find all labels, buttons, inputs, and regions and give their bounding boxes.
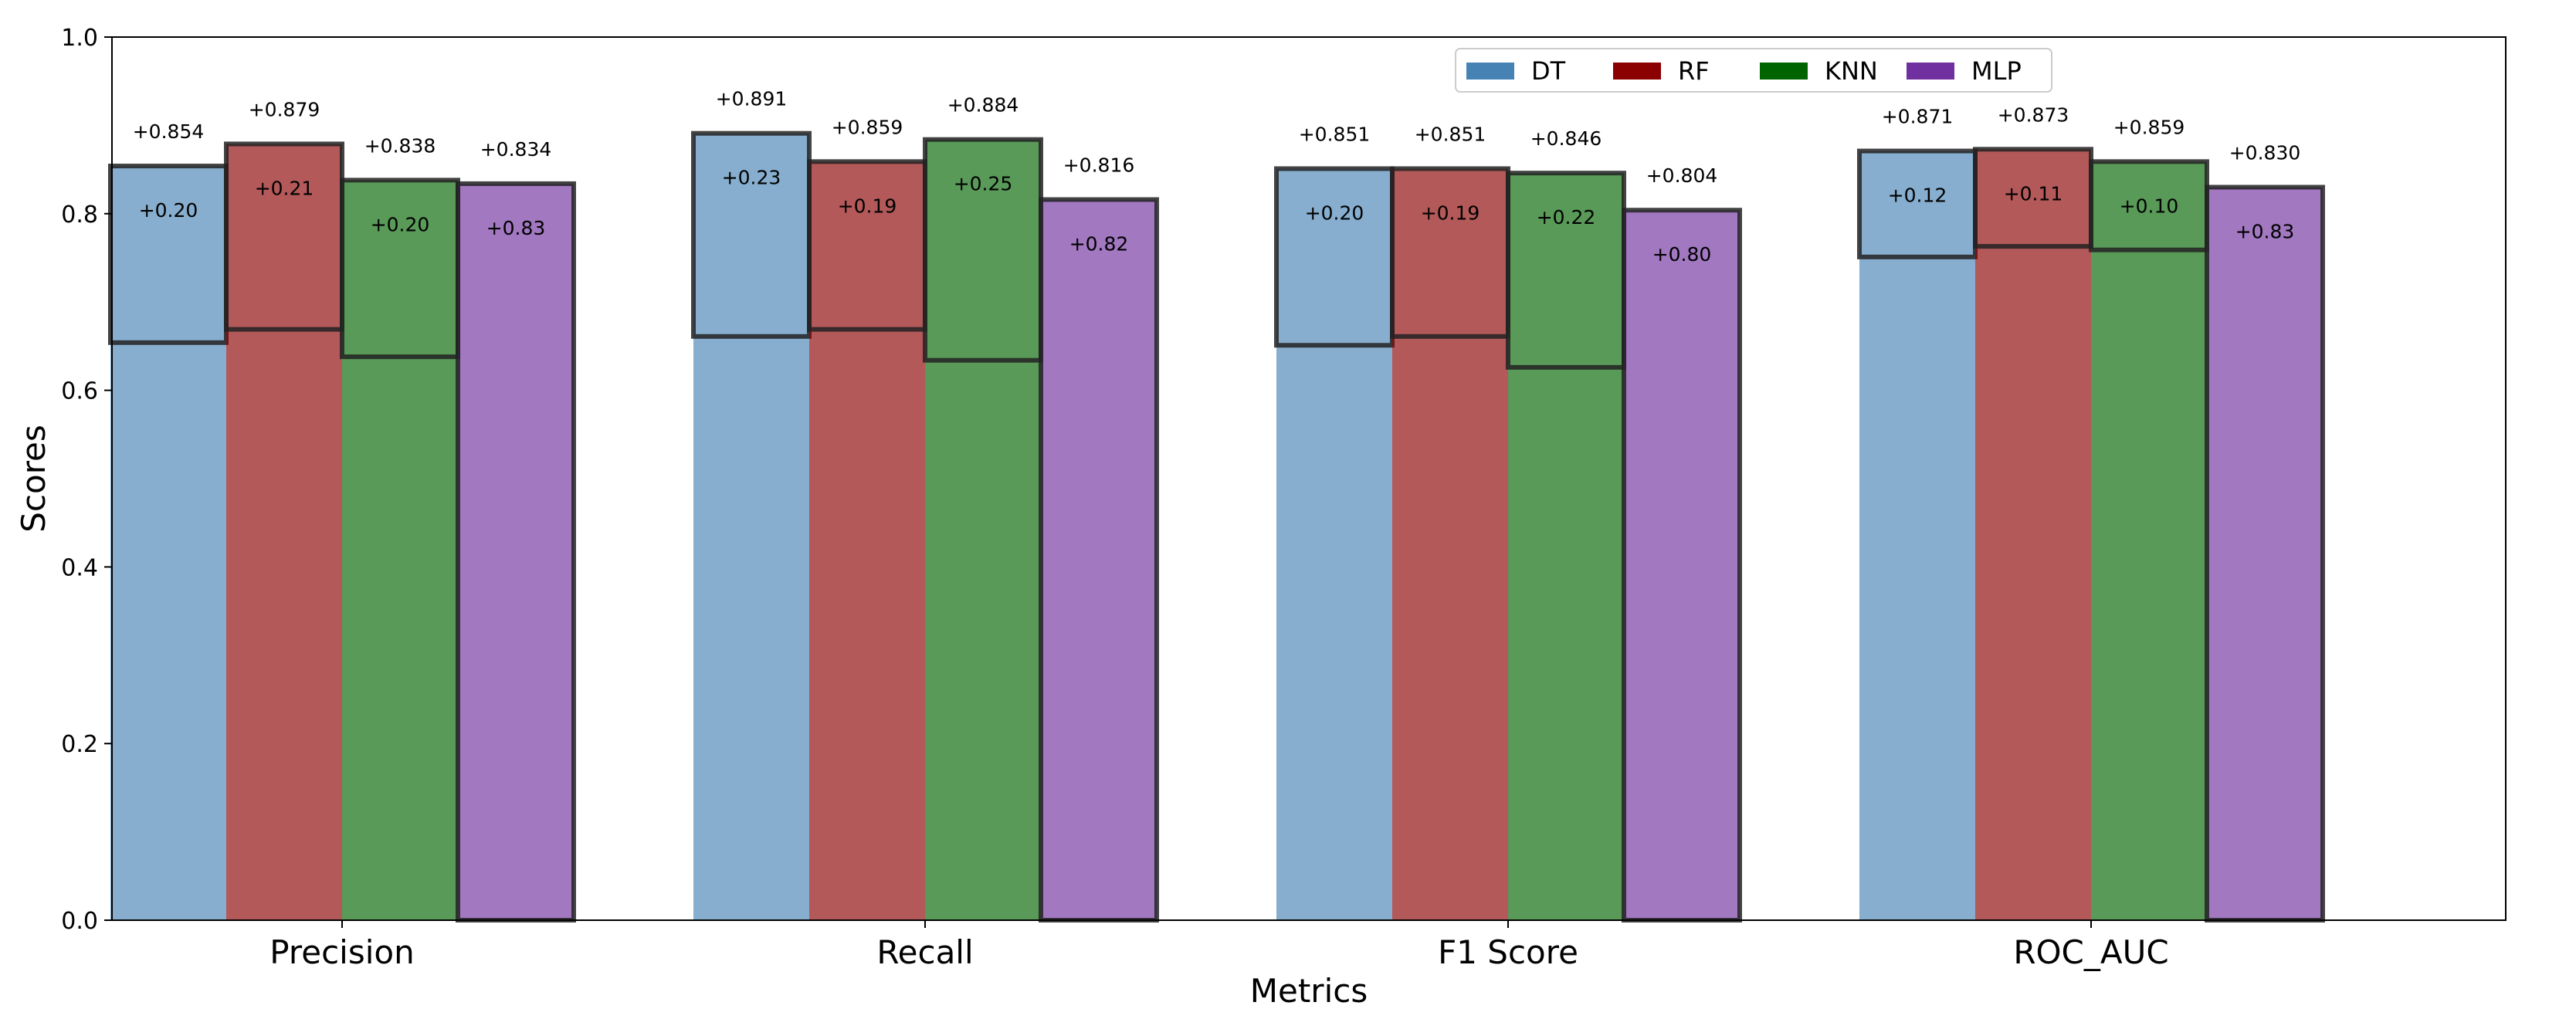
bar-mlp-2: [1624, 210, 1740, 920]
bar-dt-0: [110, 166, 226, 921]
legend-label-mlp: MLP: [1971, 56, 2022, 86]
bar-dt-3: [1859, 151, 1975, 921]
bar-top-label: +0.884: [947, 94, 1019, 117]
bar-top-label: +0.816: [1063, 154, 1135, 176]
bar-top-label: +0.859: [2113, 116, 2185, 138]
legend: DT RF KNN MLP: [1455, 48, 2052, 93]
bar-top-label: +0.804: [1646, 164, 1718, 187]
bar-inner-label: +0.19: [1421, 201, 1480, 224]
bar-top-label: +0.871: [1882, 106, 1954, 128]
bar-inner-label: +0.12: [1888, 185, 1947, 207]
bar-top-label: +0.873: [1998, 103, 2069, 126]
bar-mlp-3: [2207, 187, 2323, 921]
bar-rf-3: [1975, 149, 2091, 921]
legend-swatch-dt: [1466, 63, 1514, 80]
x-tick-label: F1 Score: [1438, 933, 1578, 971]
y-axis-title: Scores: [15, 425, 53, 533]
bar-top-label: +0.851: [1415, 123, 1486, 145]
x-tick-label: ROC_AUC: [2013, 933, 2168, 971]
bar-top-label: +0.838: [364, 134, 436, 157]
bar-dt-1: [693, 133, 809, 921]
bar-inner-label: +0.11: [2004, 182, 2063, 205]
bar-rf-2: [1392, 168, 1508, 920]
plot-frame: [111, 36, 2507, 921]
y-tick-label: 0.0: [61, 908, 98, 935]
bar-knn-0: [342, 180, 458, 920]
y-tick-label: 0.8: [61, 201, 98, 229]
bar-inner-label: +0.20: [139, 199, 198, 222]
bar-knn-3: [2091, 161, 2207, 920]
bar-top-label: +0.846: [1530, 127, 1602, 150]
legend-label-rf: RF: [1678, 56, 1710, 86]
bar-top-label: +0.834: [480, 138, 552, 161]
bar-inner-label: +0.19: [838, 195, 897, 217]
legend-frame: [1455, 48, 2052, 93]
bar-inner-label: +0.21: [255, 177, 314, 199]
bar-top-label: +0.854: [133, 120, 205, 143]
bar-top-label: +0.830: [2229, 141, 2301, 164]
bar-labels-layer: +0.854 +0.20 +0.891 +0.23 +0.851 +0.20 +0.871 +…: [133, 88, 2301, 266]
x-tick-label: Recall: [876, 933, 973, 971]
y-tick-label: 0.4: [61, 554, 98, 581]
bar-dt-2: [1276, 168, 1392, 920]
bar-inner-label: +0.23: [722, 167, 781, 189]
bar-inner-label: +0.10: [2120, 195, 2179, 217]
bar-inner-label: +0.20: [371, 213, 430, 235]
x-tick-label: Precision: [269, 933, 414, 971]
bar-top-label: +0.879: [249, 98, 320, 120]
y-tick-label: 0.2: [61, 731, 98, 758]
bar-top-label: +0.851: [1299, 123, 1371, 145]
bar-inner-label: +0.83: [486, 217, 546, 239]
bar-inner-label: +0.82: [1069, 232, 1129, 255]
legend-label-dt: DT: [1531, 56, 1566, 86]
bar-inner-label: +0.25: [954, 173, 1013, 195]
y-tick-label: 1.0: [61, 25, 98, 52]
bar-mlp-0: [458, 183, 574, 921]
bar-inner-label: +0.83: [2235, 220, 2295, 242]
bars-layer: [108, 130, 2325, 923]
legend-swatch-mlp: [1907, 63, 1954, 80]
bar-top-label: +0.859: [832, 116, 903, 138]
bar-rf-0: [226, 144, 342, 920]
legend-swatch-knn: [1760, 63, 1808, 80]
y-axis: 0.0 0.2 0.4 0.6 0.8 1.0: [61, 25, 112, 935]
y-tick-label: 0.6: [61, 378, 98, 405]
legend-swatch-rf: [1613, 63, 1661, 80]
bar-inner-label: +0.80: [1652, 243, 1712, 266]
bar-inner-label: +0.22: [1537, 206, 1596, 229]
bar-inner-label: +0.20: [1305, 201, 1364, 224]
bar-top-label: +0.891: [716, 88, 788, 110]
bar-knn-2: [1508, 173, 1624, 920]
bar-mlp-1: [1041, 199, 1157, 921]
bar-knn-1: [925, 139, 1041, 921]
x-axis: Precision Recall F1 Score ROC_AUC: [269, 920, 2169, 971]
bar-rf-1: [809, 161, 925, 920]
legend-label-knn: KNN: [1825, 56, 1878, 86]
x-axis-title: Metrics: [1250, 972, 1368, 1010]
